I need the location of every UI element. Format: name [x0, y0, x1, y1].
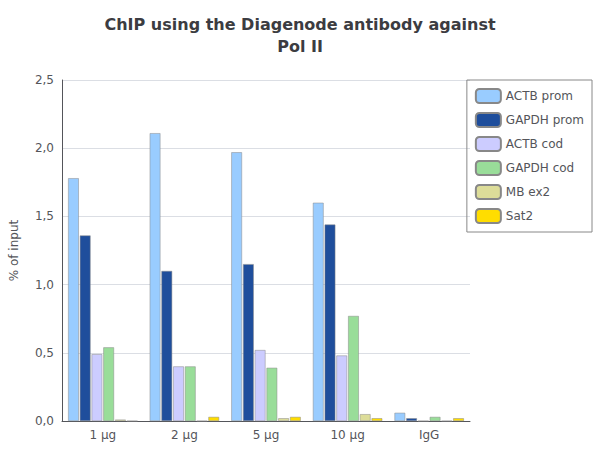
svg-text:1,0: 1,0 — [35, 278, 54, 292]
svg-text:5 μg: 5 μg — [253, 428, 280, 442]
svg-text:1,5: 1,5 — [35, 209, 54, 223]
svg-text:ACTB cod: ACTB cod — [506, 137, 563, 151]
svg-text:1 μg: 1 μg — [89, 428, 116, 442]
svg-text:0,5: 0,5 — [35, 346, 54, 360]
svg-text:MB ex2: MB ex2 — [506, 185, 550, 199]
svg-text:2,5: 2,5 — [35, 73, 54, 87]
svg-text:GAPDH prom: GAPDH prom — [506, 113, 584, 127]
svg-text:ACTB prom: ACTB prom — [506, 89, 573, 103]
svg-text:GAPDH cod: GAPDH cod — [506, 161, 574, 175]
svg-text:% of input: % of input — [7, 219, 21, 281]
svg-text:2 μg: 2 μg — [171, 428, 198, 442]
svg-text:0,0: 0,0 — [35, 414, 54, 428]
svg-text:ChIP using the Diagenode antib: ChIP using the Diagenode antibody agains… — [104, 15, 495, 34]
svg-text:10 μg: 10 μg — [330, 428, 364, 442]
svg-text:IgG: IgG — [419, 428, 439, 442]
svg-text:2,0: 2,0 — [35, 141, 54, 155]
svg-text:Sat2: Sat2 — [506, 209, 533, 223]
svg-text:Pol II: Pol II — [277, 37, 323, 56]
